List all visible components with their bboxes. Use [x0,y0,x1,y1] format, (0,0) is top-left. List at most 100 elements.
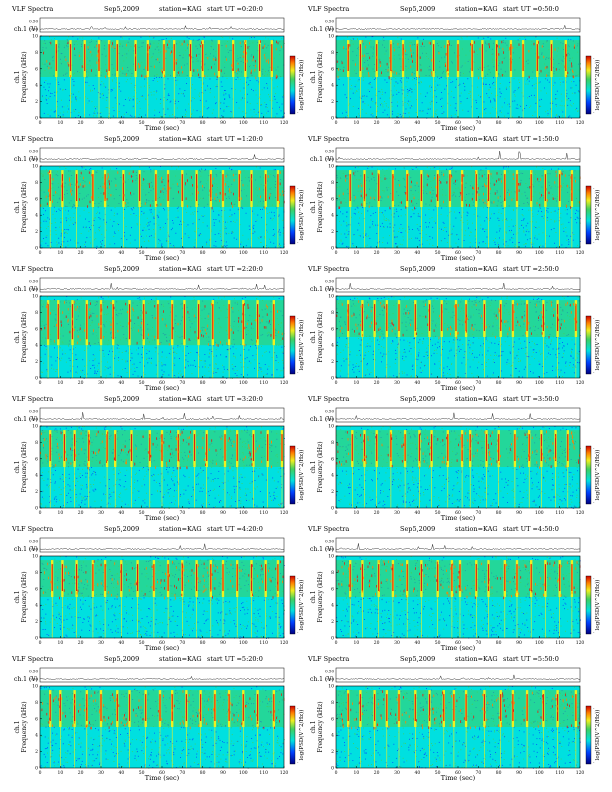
noise-pixel [55,227,57,229]
burst-fleck [571,190,572,193]
noise-pixel [56,91,58,93]
burst-fleck [510,44,511,47]
burst-fleck [567,184,568,188]
noise-pixel [102,97,104,99]
burst-fleck [83,176,84,180]
noise-pixel [476,102,477,104]
noise-pixel [397,82,399,84]
noise-pixel [368,166,369,167]
noise-pixel [571,105,573,107]
noise-pixel [157,242,159,244]
burst-fleck [198,73,199,77]
noise-pixel [113,236,115,237]
burst-fleck [187,179,188,182]
burst-core [457,44,459,71]
panel-date: Sep5,2009 [104,265,140,273]
noise-pixel [94,232,96,234]
noise-pixel [567,99,568,101]
burst-fleck [108,175,109,179]
noise-pixel [346,216,348,218]
noise-pixel [211,353,213,355]
noise-pixel [187,361,189,363]
noise-pixel [136,98,138,100]
noise-pixel [168,209,170,211]
noise-pixel [144,85,145,87]
noise-pixel [69,95,71,97]
noise-pixel [393,230,395,232]
burst-fleck [98,59,100,62]
noise-pixel [59,88,61,90]
noise-pixel [529,106,530,108]
noise-pixel [576,107,578,109]
noise-pixel [143,212,145,214]
y-axis-label: Frequency (kHz) [21,51,28,102]
noise-pixel [179,224,181,225]
noise-pixel [98,227,100,229]
noise-pixel [131,352,133,354]
burst-fleck [260,40,261,43]
noise-pixel [482,241,484,242]
noise-pixel [123,105,125,107]
noise-pixel [508,103,510,105]
burst-fleck [339,206,340,209]
noise-pixel [150,363,152,364]
noise-pixel [564,209,566,211]
noise-pixel [394,224,396,226]
noise-pixel [185,225,187,227]
noise-pixel [363,76,364,78]
noise-pixel [509,86,511,88]
panel-start: start UT =0:20:0 [207,5,263,13]
burst-fleck [50,41,52,45]
noise-pixel [410,88,412,90]
noise-pixel [206,225,208,227]
burst-fleck [447,73,449,76]
noise-pixel [393,216,395,218]
burst-core [481,44,483,71]
noise-pixel [358,108,359,109]
noise-pixel [209,89,211,91]
noise-pixel [557,115,559,117]
noise-pixel [471,166,473,168]
noise-pixel [272,218,274,220]
burst-fleck [197,69,199,72]
noise-pixel [395,243,396,245]
burst-fleck [443,200,444,204]
burst-core [516,174,518,201]
burst-fleck [74,47,75,50]
burst-core [108,44,110,71]
noise-pixel [180,245,181,247]
burst-fleck [258,187,260,191]
burst-fleck [371,172,373,175]
burst-fleck [214,197,216,200]
noise-pixel [247,374,248,376]
burst-fleck [167,43,168,47]
noise-pixel [521,92,523,94]
noise-pixel [92,85,94,86]
noise-pixel [492,83,493,85]
x-tick-label: 40 [118,250,124,256]
burst-fleck [489,187,491,191]
noise-pixel [565,116,566,118]
noise-pixel [178,166,179,168]
noise-pixel [170,244,172,246]
noise-pixel [243,87,245,89]
noise-pixel [509,106,511,108]
burst-core [550,44,553,71]
noise-pixel [353,234,355,235]
burst-fleck [573,76,575,79]
noise-pixel [250,233,252,235]
noise-pixel [432,226,434,228]
noise-pixel [347,234,348,236]
noise-pixel [192,97,194,98]
noise-pixel [359,217,360,219]
noise-pixel [50,109,52,111]
noise-pixel [87,102,89,104]
noise-pixel [250,109,252,111]
noise-pixel [104,222,106,224]
noise-pixel [375,103,376,105]
noise-pixel [237,209,239,211]
noise-pixel [555,232,557,233]
noise-pixel [138,117,140,118]
burst-fleck [419,56,421,59]
noise-pixel [394,237,396,239]
